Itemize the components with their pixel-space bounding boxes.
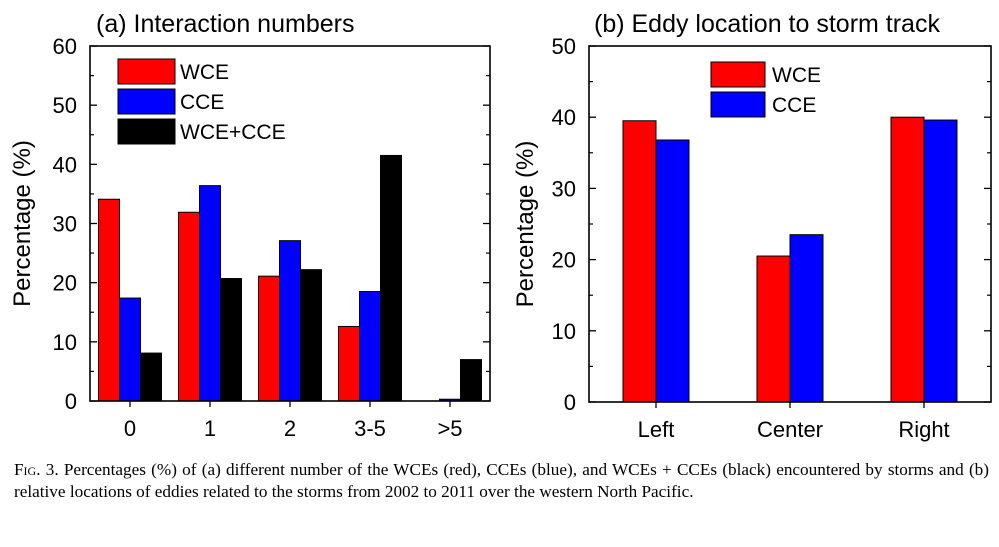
chart-a-ytick-label: 10 (53, 330, 77, 355)
legend-label-cce: CCE (772, 94, 816, 117)
chart-b-bar-wce-2 (890, 116, 925, 403)
chart-b-bar-wce-1 (756, 255, 791, 403)
chart-a-xtick-label: 0 (124, 416, 136, 441)
chart-a-frame (89, 45, 491, 402)
chart-b-ytick-label: 30 (552, 176, 576, 201)
chart-b-ytick-label: 50 (552, 34, 576, 59)
chart-a-ytick-label: 0 (65, 389, 77, 414)
chart-a-title: (a) Interaction numbers (96, 10, 354, 38)
chart-a-bar-cce-1 (199, 185, 221, 402)
chart-b-bar-cce-2 (923, 119, 958, 403)
legend-label-wce: WCE (772, 64, 821, 87)
figure-caption: Fig. 3. Percentages (%) of (a) different… (14, 459, 989, 503)
chart-a-ytick-label: 30 (53, 212, 77, 237)
chart-a-bar-cce-3 (359, 291, 381, 402)
chart-b-ytick-label: 40 (552, 105, 576, 130)
chart-a-bar-wce-cce-0 (140, 352, 162, 402)
figure: (a) Interaction numbers Percentage (%) 0 10… (9, 10, 992, 442)
chart-b-ytick-label: 10 (552, 319, 576, 344)
chart-a-bar-wce-0 (98, 198, 120, 402)
chart-b-ytick-label: 0 (564, 390, 576, 415)
legend-swatch-wce (710, 61, 766, 88)
chart-a-xtick-label: 1 (204, 416, 216, 441)
legend-swatch-wce-cce (117, 118, 176, 145)
chart-b-frame (588, 45, 992, 403)
chart-a-bar-wce-cce-3 (380, 154, 402, 402)
caption-label: Fig. 3. (14, 460, 59, 479)
chart-b-ylabel: Percentage (%) (512, 141, 539, 308)
legend-label-wce: WCE (180, 61, 229, 84)
chart-b-title: (b) Eddy location to storm track (594, 10, 940, 38)
chart-a-bar-cce-2 (279, 240, 301, 402)
caption-text: Percentages (%) of (a) different number … (14, 460, 989, 501)
chart-a-xtick-label: 2 (284, 416, 296, 441)
chart-a-xtick-label: 3-5 (354, 416, 386, 441)
chart-a-ytick-label: 60 (53, 34, 77, 59)
chart-b-legend: WCE CCE (710, 61, 821, 118)
chart-b-bar-cce-1 (789, 234, 824, 403)
chart-b: (b) Eddy location to storm track Percenta… (512, 10, 992, 442)
chart-a-bar-cce-0 (119, 297, 141, 402)
chart-a-bar-wce-cce-1 (220, 278, 242, 402)
chart-b-xtick-label: Right (898, 417, 949, 442)
legend-swatch-wce (117, 58, 176, 85)
chart-a-bar-wce-3 (338, 325, 360, 402)
chart-a-legend: WCE CCE WCE+CCE (117, 58, 286, 145)
chart-a-ylabel: Percentage (%) (9, 140, 36, 307)
chart-b-bar-wce-0 (622, 120, 657, 403)
legend-label-wce-cce: WCE+CCE (180, 121, 286, 144)
chart-b-xtick-label: Center (757, 417, 823, 442)
legend-swatch-cce (710, 91, 766, 118)
legend-swatch-cce (117, 88, 176, 115)
chart-a-ytick-label: 50 (53, 93, 77, 118)
chart-a-ytick-label: 40 (53, 152, 77, 177)
chart-b-bar-cce-0 (655, 139, 690, 403)
chart-a-bar-wce-1 (178, 211, 200, 402)
chart-b-ytick-label: 20 (552, 248, 576, 273)
chart-a-bar-wce-cce-4 (460, 359, 482, 402)
chart-a-xtick-label: >5 (437, 416, 462, 441)
legend-label-cce: CCE (180, 91, 224, 114)
chart-a-bar-wce-cce-2 (300, 269, 322, 402)
chart-a-bar-wce-2 (258, 275, 280, 402)
chart-b-xtick-label: Left (638, 417, 675, 442)
chart-a-ytick-label: 20 (53, 271, 77, 296)
